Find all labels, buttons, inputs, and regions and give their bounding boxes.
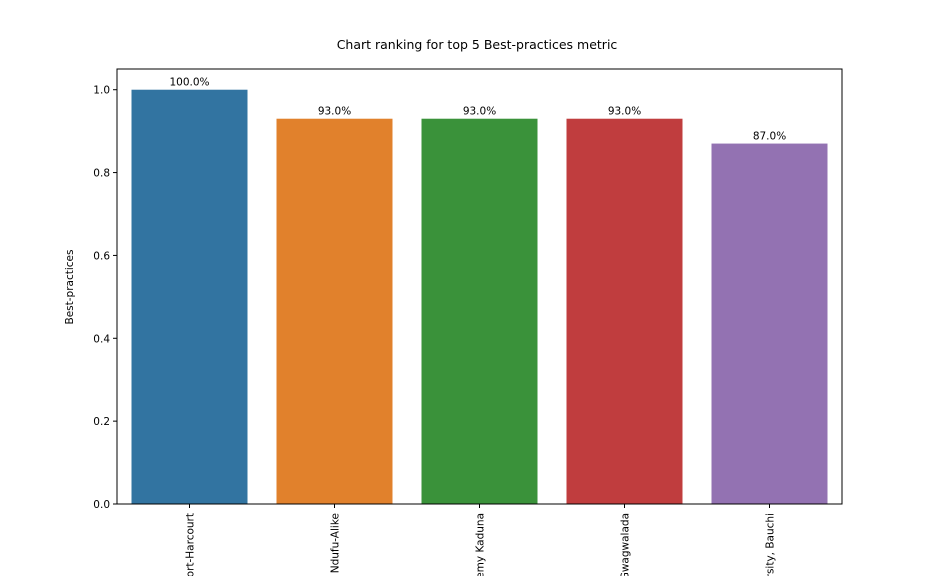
data-label-1: 100.0% <box>169 77 209 89</box>
bar-3 <box>421 118 538 504</box>
x-axis: Port-Harcourt , Ndufu-Alike lemy Kaduna Gwa… <box>185 504 777 576</box>
y-tick-label-3: 0.6 <box>93 250 110 262</box>
x-tick-label-5: ersity, Bauchi <box>765 513 777 576</box>
y-tick-label-1: 0.2 <box>93 416 110 428</box>
bar-5 <box>711 143 828 505</box>
data-label-3: 93.0% <box>463 106 496 118</box>
x-tick-label-3: lemy Kaduna <box>475 513 487 576</box>
data-label-4: 93.0% <box>608 106 641 118</box>
plot-frame <box>116 68 843 505</box>
x-tick-label-4: Gwagwalada <box>620 513 632 576</box>
data-label-5: 87.0% <box>753 131 786 143</box>
bar-1 <box>131 89 248 504</box>
y-tick-label-0: 0.0 <box>93 499 110 511</box>
x-tick-label-2: , Ndufu-Alike <box>330 513 342 576</box>
y-tick-label-2: 0.4 <box>93 333 110 345</box>
x-tick-label-1: Port-Harcourt <box>185 513 197 576</box>
data-label-2: 93.0% <box>318 106 351 118</box>
y-axis: 0.0 0.2 0.4 0.6 0.8 1.0 <box>93 85 117 511</box>
y-axis-label: Best-practices <box>64 250 76 325</box>
bar-2 <box>276 118 393 504</box>
y-tick-label-5: 1.0 <box>93 85 110 97</box>
bars-group: 100.0% 93.0% 93.0% 93.0% 87.0% <box>131 77 828 505</box>
chart-title: Chart ranking for top 5 Best-practices m… <box>337 37 618 52</box>
y-tick-label-4: 0.8 <box>93 168 110 180</box>
bar-4 <box>566 118 683 504</box>
